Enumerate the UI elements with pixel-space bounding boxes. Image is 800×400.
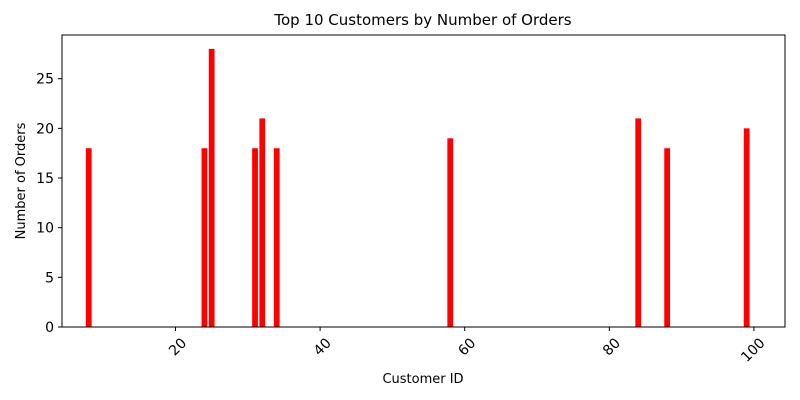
bar-customer-24 (201, 148, 208, 327)
chart-title: Top 10 Customers by Number of Orders (273, 11, 571, 29)
x-axis-label: Customer ID (382, 372, 463, 387)
bar-customer-31 (252, 148, 258, 327)
y-tick-label: 10 (36, 221, 54, 237)
x-tick-label: 40 (311, 335, 335, 359)
y-tick-label: 25 (36, 72, 54, 88)
y-axis-label: Number of Orders (14, 122, 29, 239)
bar-customer-32 (259, 118, 266, 328)
y-axis: 0 5 10 15 20 25 (36, 72, 62, 336)
bar-customer-99 (743, 128, 750, 327)
plot-frame (61, 34, 786, 328)
x-tick-label: 80 (600, 335, 624, 359)
bar-customer-8 (85, 148, 92, 327)
y-tick-label: 20 (36, 121, 54, 137)
x-tick-label: 20 (166, 335, 190, 359)
x-axis: 20 40 60 80 100 (166, 327, 769, 366)
bars-group (85, 48, 750, 328)
x-tick-label: 100 (738, 335, 768, 365)
y-tick-label: 0 (45, 320, 54, 336)
y-tick-label: 5 (45, 270, 54, 286)
y-tick-label: 15 (36, 171, 54, 187)
x-tick-label: 60 (455, 335, 479, 359)
bar-customer-84 (635, 118, 642, 328)
bar-customer-34 (273, 148, 280, 327)
bar-customer-88 (664, 148, 671, 327)
bar-customer-25 (208, 48, 215, 328)
bar-customer-58 (447, 138, 454, 327)
